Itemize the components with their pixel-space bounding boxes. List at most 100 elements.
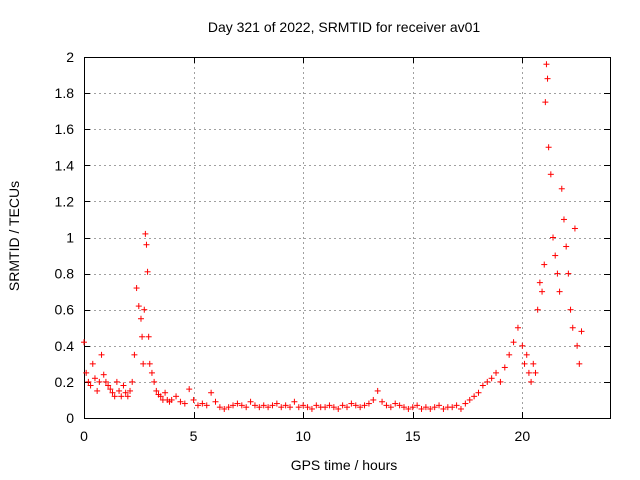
data-point (89, 360, 96, 367)
data-point (212, 398, 219, 405)
data-point (133, 285, 140, 292)
data-point (541, 261, 548, 268)
data-point (449, 404, 456, 411)
y-tick-label: 2 (66, 49, 74, 65)
y-tick-label: 1.2 (55, 193, 75, 209)
data-point (400, 404, 407, 411)
data-point (576, 360, 583, 367)
data-point (475, 389, 482, 396)
y-tick-label: 0.8 (55, 266, 75, 282)
data-point (81, 339, 87, 346)
data-point (510, 339, 517, 346)
data-point (208, 389, 215, 396)
data-point (111, 393, 118, 400)
data-point (365, 400, 372, 407)
data-point (153, 387, 160, 394)
data-point (335, 405, 342, 412)
data-point (157, 393, 164, 400)
y-tick-label: 1.8 (55, 85, 75, 101)
data-point (544, 75, 551, 82)
data-point (379, 398, 386, 405)
data-point (135, 303, 142, 310)
y-tick-label: 1.6 (55, 121, 75, 137)
data-point (137, 315, 144, 322)
data-point (357, 404, 364, 411)
data-points (81, 61, 585, 412)
data-point (479, 382, 486, 389)
data-point (146, 360, 153, 367)
data-point (542, 99, 549, 106)
data-point (484, 378, 491, 385)
data-point (102, 378, 109, 385)
data-point (145, 333, 152, 340)
data-point (552, 252, 559, 259)
data-point (269, 402, 276, 409)
data-point (118, 393, 125, 400)
data-point (304, 404, 311, 411)
data-point (387, 404, 394, 411)
data-point (418, 405, 425, 412)
data-point (322, 404, 329, 411)
data-point (536, 279, 543, 286)
data-point (501, 364, 508, 371)
data-point (567, 306, 574, 313)
data-point (313, 402, 320, 409)
data-point (543, 61, 550, 68)
data-point (571, 225, 578, 232)
x-tick-label: 20 (515, 428, 531, 444)
data-point (514, 324, 521, 331)
data-point (550, 234, 557, 241)
data-point (539, 288, 546, 295)
y-tick-label: 0.4 (55, 338, 75, 354)
y-axis-label: SRMTID / TECUs (6, 181, 22, 291)
data-point (414, 402, 421, 409)
data-point (427, 405, 434, 412)
data-point (225, 404, 232, 411)
data-point (519, 342, 526, 349)
y-tick-label: 1.4 (55, 157, 75, 173)
data-point (339, 402, 346, 409)
data-point (278, 404, 285, 411)
data-point (422, 404, 429, 411)
data-point (230, 402, 237, 409)
chart-title: Day 321 of 2022, SRMTID for receiver av0… (208, 19, 481, 35)
x-axis-label: GPS time / hours (291, 457, 398, 473)
data-point (563, 243, 570, 250)
data-point (291, 398, 298, 405)
data-point (295, 404, 302, 411)
data-point (525, 369, 532, 376)
y-tick-labels: 0 0.2 0.4 0.6 0.8 1 1.2 1.4 1.6 1.8 2 (55, 49, 75, 426)
data-point (287, 404, 294, 411)
data-point (532, 369, 539, 376)
data-point (234, 400, 241, 407)
data-point (457, 405, 464, 412)
y-tick-label: 0.6 (55, 302, 75, 318)
data-point (143, 241, 150, 248)
data-point (569, 324, 576, 331)
data-point (405, 405, 412, 412)
data-point (151, 378, 158, 385)
data-point (556, 288, 563, 295)
data-point (383, 402, 390, 409)
data-point (186, 386, 193, 393)
data-point (558, 185, 565, 192)
data-point (140, 360, 147, 367)
y-tick-label: 0 (66, 410, 74, 426)
data-point (139, 333, 146, 340)
data-point (440, 405, 447, 412)
data-point (199, 400, 206, 407)
data-point (431, 404, 438, 411)
data-point (100, 371, 107, 378)
x-tick-label: 10 (295, 428, 311, 444)
data-point (238, 402, 245, 409)
data-point (144, 268, 151, 275)
data-point (194, 402, 201, 409)
data-point (396, 402, 403, 409)
grid-lines (84, 57, 610, 418)
data-point (141, 306, 148, 313)
data-point (243, 404, 250, 411)
data-point (221, 405, 228, 412)
data-point (530, 360, 537, 367)
